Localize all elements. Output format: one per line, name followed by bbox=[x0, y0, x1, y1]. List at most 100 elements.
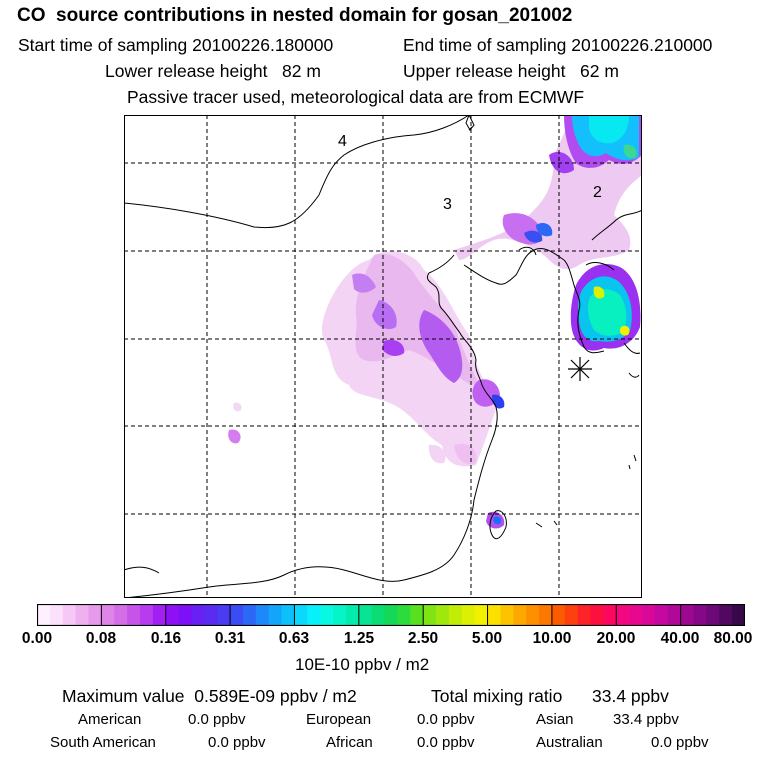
region-value-african: 0.0 ppbv bbox=[417, 734, 475, 751]
region-label-4: 4 bbox=[338, 133, 347, 150]
colorbar-label: 0.08 bbox=[85, 630, 117, 647]
colorbar-labels: 0.00 0.08 0.16 0.31 0.63 1.25 2.50 5.00 … bbox=[0, 630, 768, 652]
colorbar-cell bbox=[333, 604, 347, 626]
colorbar-cell bbox=[242, 604, 257, 626]
colorbar-cell bbox=[268, 604, 283, 626]
colorbar-cell bbox=[423, 604, 437, 626]
colorbar-cell bbox=[178, 604, 193, 626]
region-value-american: 0.0 ppbv bbox=[188, 711, 246, 728]
colorbar-cell bbox=[642, 604, 656, 626]
colorbar-cell bbox=[474, 604, 489, 626]
colorbar-cell bbox=[629, 604, 643, 626]
colorbar-cell bbox=[436, 604, 450, 626]
colorbar-cell bbox=[603, 604, 617, 626]
colorbar-cell bbox=[706, 604, 720, 626]
colorbar-label: 5.00 bbox=[471, 630, 503, 647]
concentration-map: 4 3 2 bbox=[124, 115, 642, 598]
region-value-asian: 33.4 ppbv bbox=[613, 711, 679, 728]
colorbar-cell bbox=[88, 604, 102, 626]
colorbar-cell bbox=[526, 604, 540, 626]
colorbar-cell bbox=[165, 604, 180, 626]
concentration-field bbox=[228, 115, 642, 529]
colorbar-cell bbox=[564, 604, 579, 626]
colorbar-cell bbox=[345, 604, 360, 626]
colorbar-cell bbox=[152, 604, 167, 626]
region-label-3: 3 bbox=[443, 196, 452, 213]
maximum-value: Maximum value 0.589E-09 ppbv / m2 bbox=[62, 686, 357, 706]
colorbar-label: 2.50 bbox=[407, 630, 439, 647]
colorbar-cell bbox=[320, 604, 334, 626]
colorbar-cell bbox=[217, 604, 231, 626]
start-time-label: Start time of sampling 20100226.180000 bbox=[18, 35, 334, 55]
tracer-note: Passive tracer used, meteorological data… bbox=[127, 87, 585, 107]
region-name-south-american: South American bbox=[50, 734, 156, 751]
colorbar-cell bbox=[371, 604, 386, 626]
lower-release-label: Lower release height 82 m bbox=[105, 61, 321, 81]
colorbar-cell bbox=[654, 604, 669, 626]
upper-release-label: Upper release height 62 m bbox=[403, 61, 619, 81]
colorbar-label: 40.00 bbox=[660, 630, 700, 647]
colorbar-cell bbox=[461, 604, 476, 626]
colorbar-label: 80.00 bbox=[713, 630, 753, 647]
colorbar-cell bbox=[139, 604, 154, 626]
colorbar-cell bbox=[114, 604, 128, 626]
region-value-south-american: 0.0 ppbv bbox=[208, 734, 266, 751]
colorbar-label: 0.16 bbox=[150, 630, 182, 647]
colorbar-cell bbox=[204, 604, 218, 626]
colorbar-cell bbox=[539, 604, 553, 626]
colorbar-cell bbox=[62, 604, 77, 626]
total-mixing-label: Total mixing ratio bbox=[431, 686, 563, 706]
colorbar-label: 0.63 bbox=[278, 630, 310, 647]
colorbar-cell bbox=[230, 604, 244, 626]
colorbar-cell bbox=[384, 604, 399, 626]
total-mixing-value: 33.4 ppbv bbox=[592, 686, 669, 706]
colorbar-cell bbox=[255, 604, 270, 626]
colorbar bbox=[37, 604, 745, 626]
colorbar-cell bbox=[191, 604, 205, 626]
region-value-australian: 0.0 ppbv bbox=[651, 734, 709, 751]
region-label-2: 2 bbox=[593, 184, 602, 201]
region-name-european: European bbox=[306, 711, 372, 728]
colorbar-cell bbox=[667, 604, 682, 626]
colorbar-cell bbox=[693, 604, 707, 626]
colorbar-cell bbox=[719, 604, 733, 626]
colorbar-cell bbox=[487, 604, 502, 626]
colorbar-cell bbox=[410, 604, 424, 626]
colorbar-cell bbox=[577, 604, 592, 626]
colorbar-cell bbox=[101, 604, 115, 626]
colorbar-cell bbox=[616, 604, 630, 626]
colorbar-label: 0.31 bbox=[214, 630, 246, 647]
colorbar-label: 10.00 bbox=[532, 630, 572, 647]
colorbar-cell bbox=[680, 604, 695, 626]
colorbar-cell bbox=[49, 604, 64, 626]
end-time-label: End time of sampling 20100226.210000 bbox=[403, 35, 713, 55]
colorbar-cell bbox=[500, 604, 514, 626]
colorbar-label: 1.25 bbox=[343, 630, 375, 647]
colorbar-frame bbox=[37, 604, 745, 626]
colorbar-label: 0.00 bbox=[21, 630, 53, 647]
colorbar-cell bbox=[307, 604, 321, 626]
colorbar-cell bbox=[590, 604, 604, 626]
colorbar-cell bbox=[294, 604, 308, 626]
colorbar-cell bbox=[732, 604, 745, 626]
lat-lon-grid bbox=[124, 115, 642, 598]
units-label: 10E-10 ppbv / m2 bbox=[295, 655, 430, 674]
map-frame bbox=[124, 115, 642, 598]
colorbar-label: 20.00 bbox=[596, 630, 636, 647]
receptor-star-icon bbox=[568, 357, 592, 381]
region-name-american: American bbox=[78, 711, 142, 728]
region-name-australian: Australian bbox=[536, 734, 603, 751]
plot-title: CO source contributions in nested domain… bbox=[17, 5, 573, 26]
region-value-european: 0.0 ppbv bbox=[417, 711, 475, 728]
colorbar-cell bbox=[358, 604, 373, 626]
colorbar-cell bbox=[75, 604, 90, 626]
region-name-asian: Asian bbox=[536, 711, 574, 728]
colorbar-cell bbox=[397, 604, 411, 626]
colorbar-cell bbox=[37, 604, 51, 626]
region-name-african: African bbox=[326, 734, 373, 751]
colorbar-cell bbox=[281, 604, 296, 626]
colorbar-cell bbox=[551, 604, 566, 626]
colorbar-cell bbox=[127, 604, 141, 626]
colorbar-cell bbox=[513, 604, 527, 626]
colorbar-cell bbox=[448, 604, 463, 626]
